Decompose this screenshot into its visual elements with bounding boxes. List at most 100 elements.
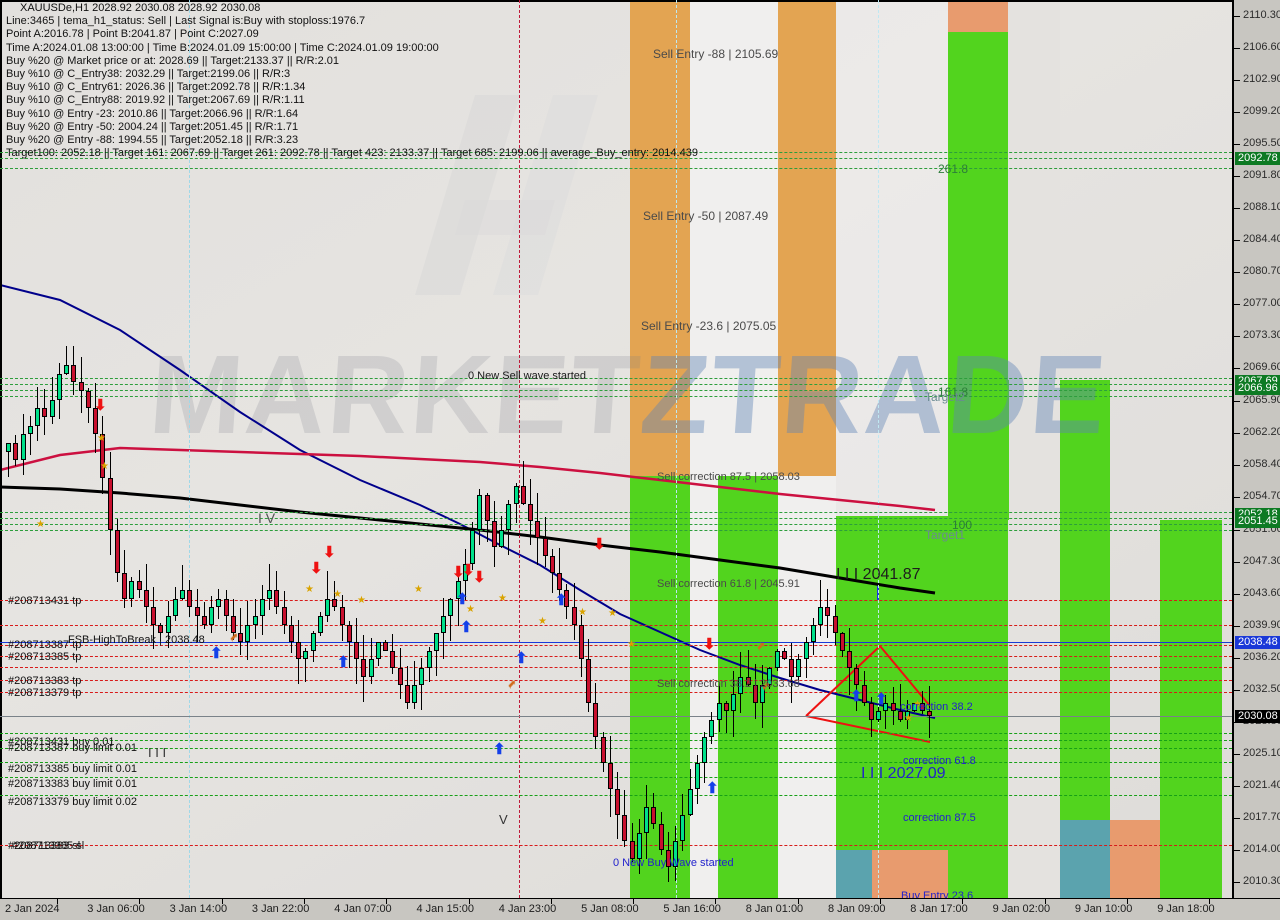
order-label-2[interactable]: #208713385 tp [8,651,82,663]
chart-plot-area[interactable]: MARKETZTRADE ⬇ ⬇ ⬇ ⬇ ⬇ ⬇ ⬇ ⬇ ⬆ ⬆ ⬆ ⬆ ⬆ ⬆ ⬆ ⬆ ⬆ ⬆ ★ ★ ★ ★ ★ ★ ★ ★ ★… [0,0,1232,898]
plot-label-8: Target1 [925,528,966,542]
star-marker-icon: ★ [100,461,109,472]
sell-arrow-icon: ⬇ [462,562,475,579]
info-line-7: Buy %10 @ Entry -23: 2010.86 || Target:2… [6,107,299,120]
info-line-4: Buy %10 @ C_Entry38: 2032.29 || Target:2… [6,68,291,81]
candle-body [477,494,483,530]
candle-body [201,616,207,625]
candle-body [390,650,396,669]
sell-arrow-icon: ⬇ [94,397,107,414]
session-band [993,380,1009,520]
candle-body [180,590,185,599]
level-line [0,524,1232,525]
order-label-5[interactable]: #208713431 buy 0.01 [8,736,115,748]
price-tick-mark [1234,48,1240,50]
price-tick-mark [1234,368,1240,370]
candle-wick [334,581,336,612]
order-label-3[interactable]: #208713383 tp [8,675,82,687]
order-label-1[interactable]: #208713387 tp [8,639,82,651]
plot-label-4: 261.8 [938,162,969,176]
candle-body [433,633,439,651]
buy-arrow-icon: ⬆ [460,619,473,636]
session-band [690,476,718,898]
order-label-11[interactable]: #208713385 sl [12,840,85,852]
order-label-8[interactable]: #208713383 buy limit 0.01 [8,778,138,790]
plot-label-16: I I I 2027.09 [861,765,946,782]
candle-body [107,477,113,530]
order-label-0[interactable]: #208713431 tp [8,595,82,607]
order-label-4[interactable]: #208713379 tp [8,687,82,699]
candle-body [586,659,591,703]
candle-body [143,590,149,608]
price-tag-2030.08[interactable]: 2030.08 [1235,710,1280,723]
candle-wick [885,695,887,730]
level-line [0,512,1232,513]
price-tick-label: 2091.80 [1243,169,1280,182]
plot-label-0: Sell Entry -88 | 2105.69 [653,47,779,61]
price-tag-2051.45[interactable]: 2051.45 [1235,515,1280,528]
price-tag-2092.78[interactable]: 2092.78 [1235,152,1280,165]
time-marker-line [189,0,190,898]
level-line [0,645,1232,646]
candle-body [528,503,533,521]
price-tick-label: 2039.90 [1243,618,1280,631]
candle-body [317,616,323,634]
candle-wick [203,601,205,630]
time-tick-label: 9 Jan 10:00 [1074,903,1133,915]
candle-body [419,668,425,686]
candle-body [897,711,903,721]
candle-body [651,806,657,824]
candle-body [354,642,359,660]
info-line-1: Point A:2016.78 | Point B:2041.87 | Poin… [6,28,259,41]
time-tick-label: 8 Jan 01:00 [745,903,804,915]
candle-body [296,642,301,660]
info-line-3: Buy %20 @ Market price or at: 2028.69 ||… [6,54,340,67]
level-line [0,152,1232,153]
level-line [0,518,1232,519]
order-label-6[interactable]: #208713387 buy limit 0.01 [8,742,138,754]
candle-body [216,598,222,608]
price-tick-label: 2095.50 [1243,137,1280,150]
candle-body [839,633,845,651]
time-tick-label: 2 Jan 2024 [5,903,60,915]
candle-body [694,763,700,790]
symbol-header: XAUUSDe,H1 2028.92 2030.08 2028.92 2030.… [20,2,261,14]
order-label-10[interactable]: #208713383 sl [8,840,81,852]
abc-base-line[interactable] [805,715,931,743]
info-line-8: Buy %20 @ Entry -50: 2004.24 || Target:2… [6,120,299,133]
candle-body [636,832,642,859]
level-line [0,740,1232,741]
price-tag-2066.96[interactable]: 2066.96 [1235,382,1280,395]
candle-body [702,737,707,764]
level-line [0,600,1232,601]
price-tick-label: 2032.50 [1243,682,1280,695]
info-line-9: Buy %20 @ Entry -88: 1994.55 || Target:2… [6,134,299,147]
price-axis[interactable]: 2110.30 2106.60 2102.90 2099.20 2095.50 2091.… [1232,0,1280,898]
abc-leg-ab[interactable] [805,645,881,717]
candle-body [912,702,918,712]
plot-label-1: Sell Entry -50 | 2087.49 [643,209,769,223]
candle-body [506,503,512,530]
candle-body [673,841,678,868]
price-tag-2038.48[interactable]: 2038.48 [1235,636,1280,649]
order-label-7[interactable]: #208713385 buy limit 0.01 [8,763,138,775]
level-line [0,390,1232,391]
sell-arrow-icon: ⬇ [310,560,323,577]
info-line-0: Line:3465 | tema_h1_status: Sell | Last … [6,15,366,28]
price-tick-mark [1234,689,1240,691]
buy-arrow-icon: ⬆ [493,741,506,758]
level-line [0,396,1232,397]
time-tick-mark [550,899,552,904]
time-tick-mark [880,899,881,904]
star-marker-icon: ★ [36,519,45,530]
level-line [0,158,1232,159]
time-tick-label: 4 Jan 15:00 [416,903,475,915]
candle-wick [747,650,749,687]
price-tick-mark [1234,144,1240,146]
candle-body [868,702,874,721]
price-tick-mark [1234,529,1240,531]
candle-body [404,685,410,703]
time-axis[interactable]: 2 Jan 2024 3 Jan 06:00 3 Jan 14:00 3 Jan 22… [0,898,1280,920]
order-label-9[interactable]: #208713379 buy limit 0.02 [8,796,138,808]
candle-body [738,676,744,695]
